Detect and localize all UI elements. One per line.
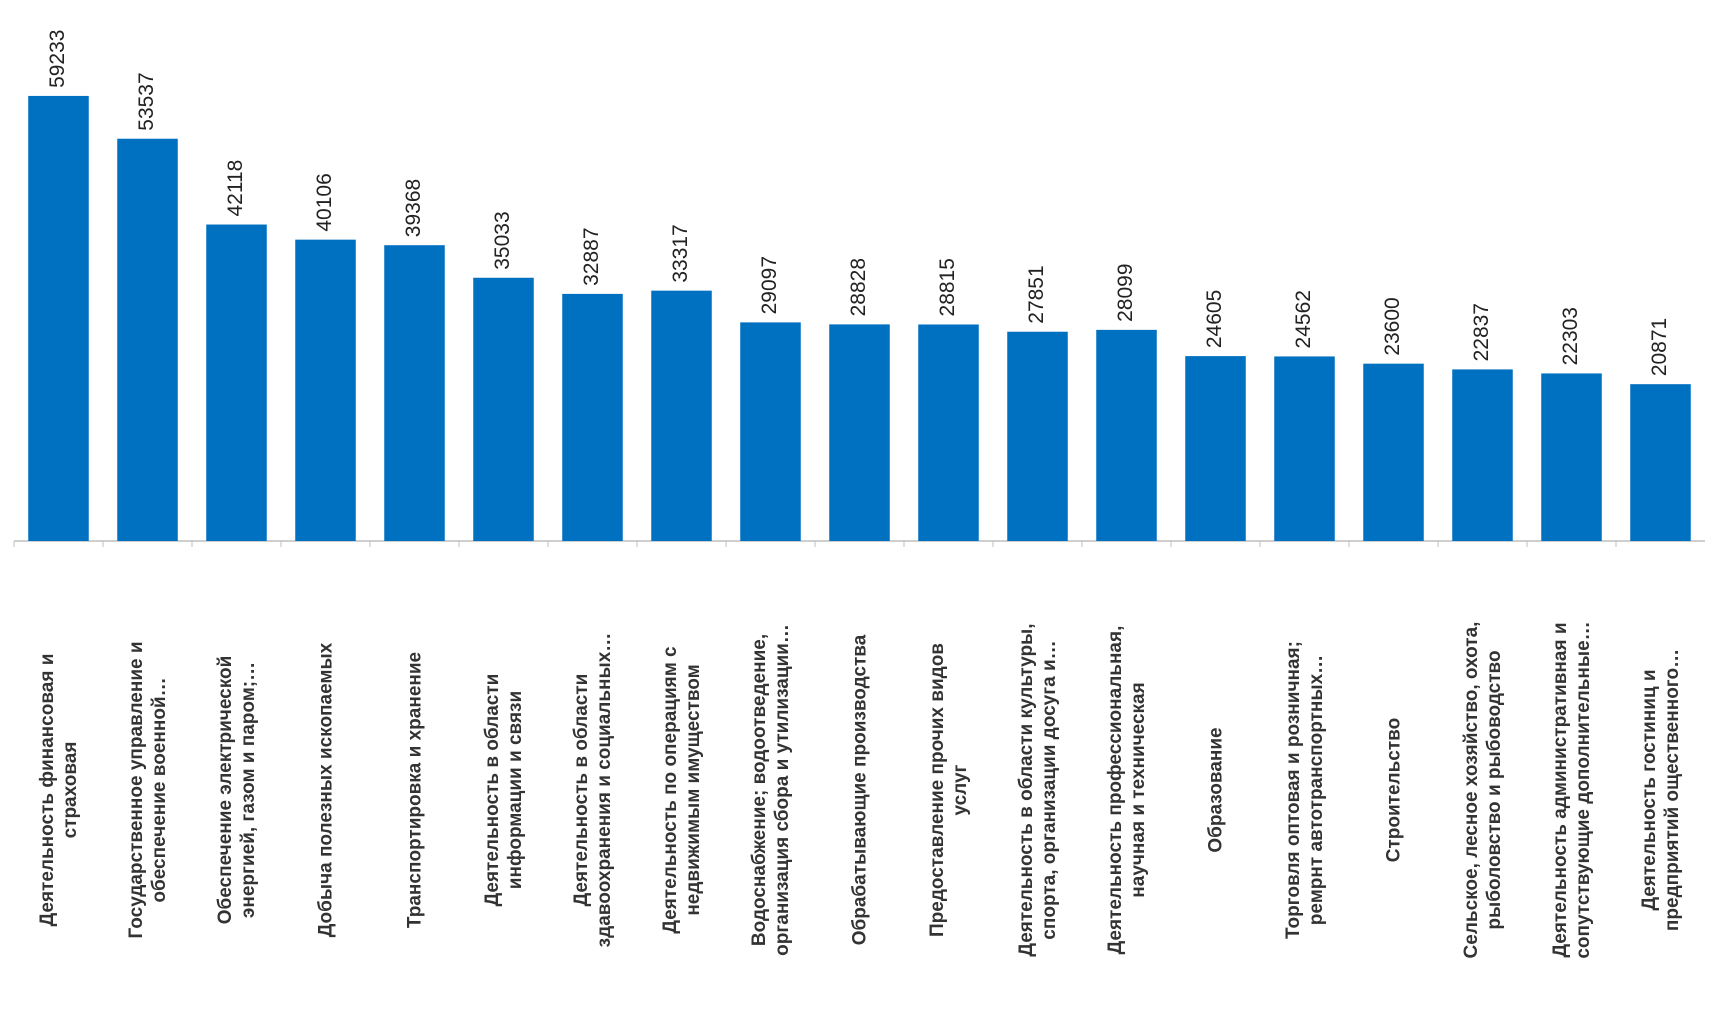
value-label: 27851: [1025, 265, 1048, 323]
x-tick-label: Обрабатывающие производства: [849, 634, 870, 946]
bar: [28, 95, 89, 542]
value-label: 35033: [491, 211, 514, 269]
x-tick-label: Образование: [1205, 727, 1226, 853]
x-tick-label: Транспортировка и хранение: [404, 651, 425, 929]
x-tick-label: Строительство: [1383, 717, 1404, 863]
value-label: 20871: [1648, 318, 1671, 376]
value-label: 23600: [1381, 297, 1404, 355]
x-tick-label: Деятельность в области культуры, спорта,…: [1015, 623, 1060, 957]
x-tick-label: Деятельность в области здавоохранения и …: [570, 632, 615, 948]
bar: [384, 245, 445, 541]
value-label: 32887: [580, 227, 603, 285]
bar: [1096, 329, 1157, 541]
x-tick-label: Деятельность административная и сопутств…: [1549, 621, 1594, 959]
x-tick-label: Деятельность профессиональная, научная и…: [1104, 625, 1149, 955]
x-tick-label: Деятельность финансовая и страховая: [36, 653, 81, 927]
x-tick-label: Предоставление прочих видов услуг: [926, 643, 971, 937]
x-tick-label: Деятельность гостиниц и предприятий ощес…: [1638, 648, 1683, 932]
value-label: 28099: [1114, 263, 1137, 321]
bar: [1630, 384, 1691, 541]
value-label: 24562: [1292, 290, 1315, 348]
bar: [1274, 356, 1335, 541]
value-label: 39368: [402, 179, 425, 237]
value-label: 59233: [46, 30, 69, 88]
bar: [1363, 363, 1424, 541]
x-tick-label: Водоснабжение; водоотведение, организаци…: [748, 624, 793, 956]
x-tick-label: Деятельность по операциям с недвижимым и…: [659, 646, 704, 934]
bar: [295, 239, 356, 541]
x-tick-label: Обеспечение электрической энергией, газо…: [214, 655, 259, 925]
x-tick-label: Государственное управление и обеспечение…: [125, 641, 170, 939]
bar: [740, 322, 801, 541]
bar: [651, 290, 712, 541]
value-label: 42118: [224, 160, 247, 217]
value-label: 28815: [936, 258, 959, 316]
value-label: 28828: [847, 258, 870, 316]
bar: [473, 277, 534, 541]
bar: [829, 324, 890, 541]
value-label: 29097: [758, 256, 781, 314]
bar: [117, 138, 178, 541]
value-label: 24605: [1203, 290, 1226, 348]
x-tick-label: Добыча полезных ископаемых: [315, 642, 336, 938]
value-label: 22837: [1470, 303, 1493, 361]
bar: [562, 293, 623, 541]
bar: [918, 324, 979, 541]
x-tick-label: Сельское, лесное хозяйство, охота, рыбол…: [1460, 621, 1505, 959]
bar: [1007, 331, 1068, 541]
value-label: 40106: [313, 173, 336, 231]
value-label: 53537: [135, 72, 158, 130]
x-tick-label: Деятельность в области информации и связ…: [481, 673, 526, 907]
x-tick-label: Торговля оптовая и розничная; ремрнт авт…: [1282, 641, 1327, 939]
value-label: 33317: [669, 224, 692, 282]
bar: [1185, 356, 1246, 541]
bar: [206, 224, 267, 541]
bar: [1541, 373, 1602, 541]
value-label: 22303: [1559, 307, 1582, 365]
bar: [1452, 369, 1513, 541]
